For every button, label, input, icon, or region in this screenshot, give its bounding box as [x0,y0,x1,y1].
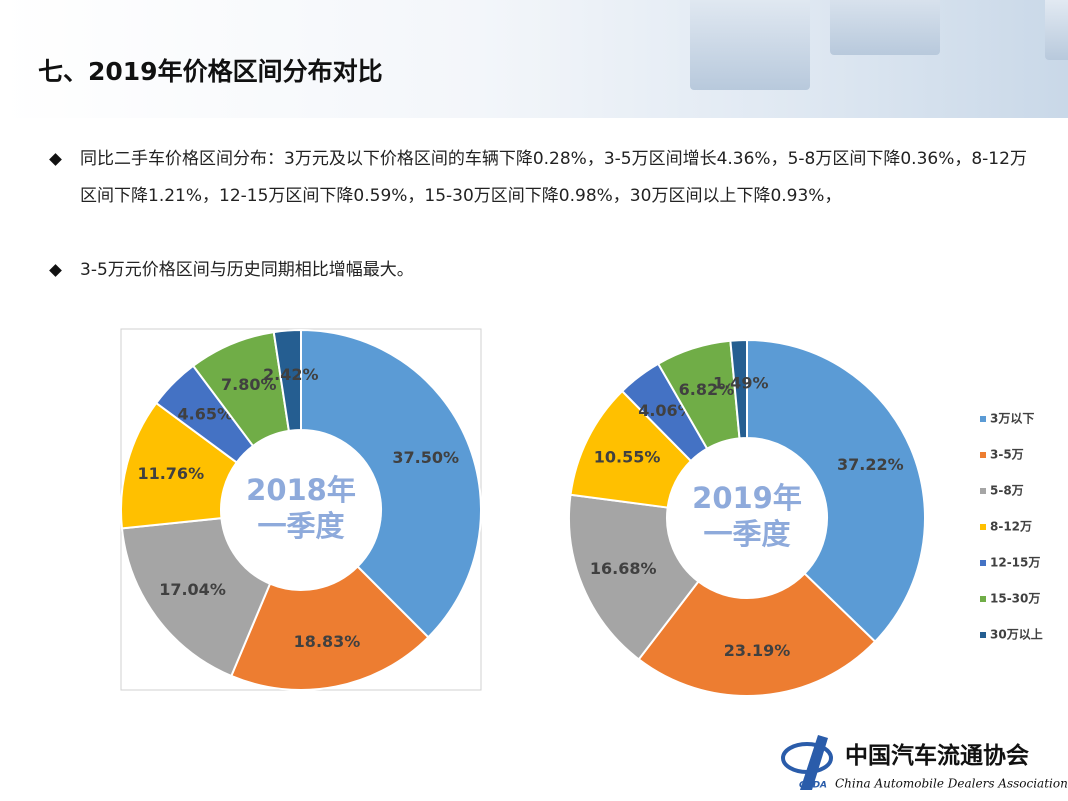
center-label: 一季度 [703,517,790,551]
center-label: 2019年 [692,481,802,515]
data-label: 23.19% [724,641,791,660]
data-label: 11.76% [137,464,204,483]
decor [1045,0,1068,60]
data-label: 7.80% [221,375,277,394]
logo-english: China Automobile Dealers Association [835,777,1068,791]
donut-slice [568,493,700,661]
data-label: 37.22% [837,455,904,474]
legend-label: 3万以下 [990,412,1034,426]
donut-slice [729,338,748,440]
data-label: 18.83% [294,632,361,651]
logo-abbr: CADA [799,781,827,791]
data-label: 1.49% [713,374,769,393]
donut-slice [746,338,926,644]
legend-marker [980,632,986,638]
decor [690,0,810,90]
logo: CADA 中国汽车流通协会 China Automobile Dealers A… [781,735,1068,791]
bullet-text: 同比二手车价格区间分布：3万元及以下价格区间的车辆下降0.28%，3-5万区间增… [80,149,1027,206]
legend-marker [980,524,986,530]
logo-name: 中国汽车流通协会 [845,742,1029,769]
legend-marker [980,596,986,602]
donut-slice [637,572,877,697]
center-label: 一季度 [257,509,344,543]
data-label: 2.42% [263,365,319,384]
donut-slice [272,328,302,433]
data-label: 4.65% [178,404,234,423]
bullet-text: 3-5万元价格区间与历史同期相比增幅最大。 [80,260,414,280]
legend-label: 3-5万 [990,448,1024,462]
donut-slice [229,565,430,691]
decor [830,0,940,55]
legend-marker [980,560,986,566]
slide-title: 七、2019年价格区间分布对比 [38,57,383,86]
legend-label: 30万以上 [990,627,1043,642]
data-label: 4.06% [638,401,694,420]
legend-marker [980,416,986,422]
center-label: 2018年 [246,473,356,507]
legend-marker [980,452,986,458]
legend-label: 5-8万 [990,484,1024,498]
logo-icon [800,735,828,790]
legend-label: 15-30万 [990,592,1040,606]
donut-slice [300,328,482,639]
legend-label: 12-15万 [990,556,1040,570]
data-label: 16.68% [590,559,657,578]
header [0,0,1068,118]
data-label: 10.55% [594,448,661,467]
legend-marker [980,488,986,494]
data-label: 37.50% [392,448,459,467]
data-label: 17.04% [159,580,226,599]
donut-slice [120,517,272,678]
data-label: 6.82% [679,380,735,399]
legend-label: 8-12万 [990,520,1032,534]
